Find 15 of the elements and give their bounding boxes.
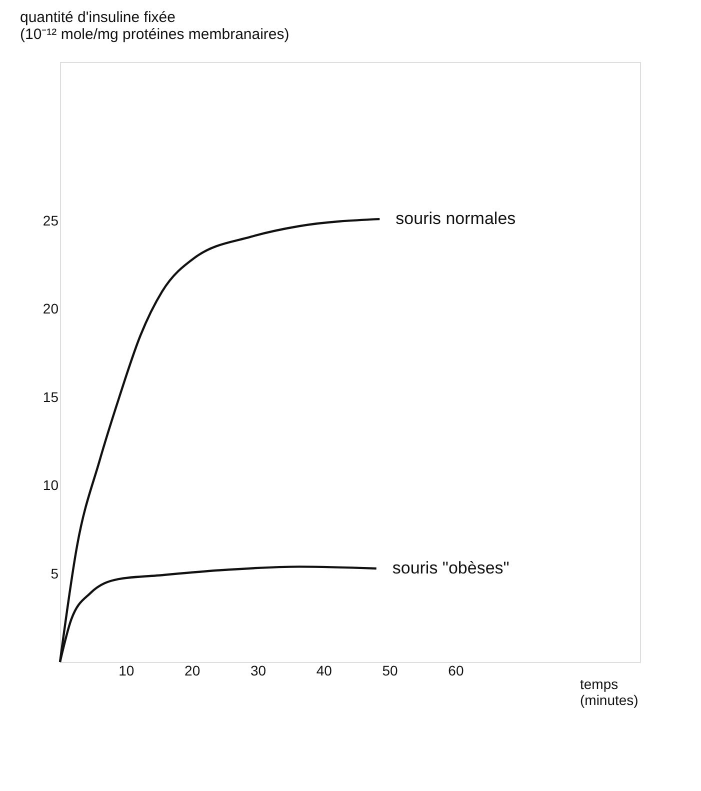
x-tick-label: 10 (118, 662, 134, 678)
y-tick-label: 15 (42, 388, 59, 405)
x-tick-label: 40 (316, 662, 332, 678)
series-label: souris "obèses" (392, 558, 510, 578)
y-tick-label: 5 (50, 565, 59, 582)
x-tick-label: 50 (382, 662, 398, 678)
y-axis-title: quantité d'insuline fixée (10⁻¹² mole/mg protéines membranaires) (20, 9, 290, 43)
x-tick-label: 30 (250, 662, 266, 678)
x-tick-label: 20 (184, 662, 200, 678)
y-tick-label: 25 (42, 212, 59, 228)
x-axis-title: temps (minutes) (580, 676, 638, 708)
y-tick-label: 20 (42, 300, 59, 317)
series-label: souris normales (396, 209, 516, 228)
x-tick-label: 60 (448, 662, 464, 678)
y-tick-label: 10 (42, 477, 59, 494)
